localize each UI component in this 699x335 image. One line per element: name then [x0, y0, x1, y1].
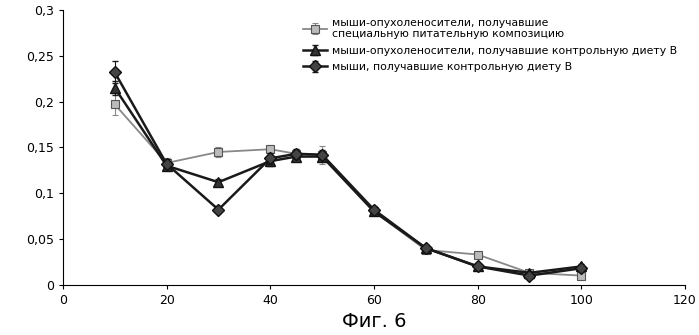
X-axis label: Фиг. 6: Фиг. 6	[342, 312, 406, 331]
Legend: мыши-опухоленосители, получавшие
специальную питательную композицию, мыши-опухол: мыши-опухоленосители, получавшие специал…	[298, 13, 682, 77]
